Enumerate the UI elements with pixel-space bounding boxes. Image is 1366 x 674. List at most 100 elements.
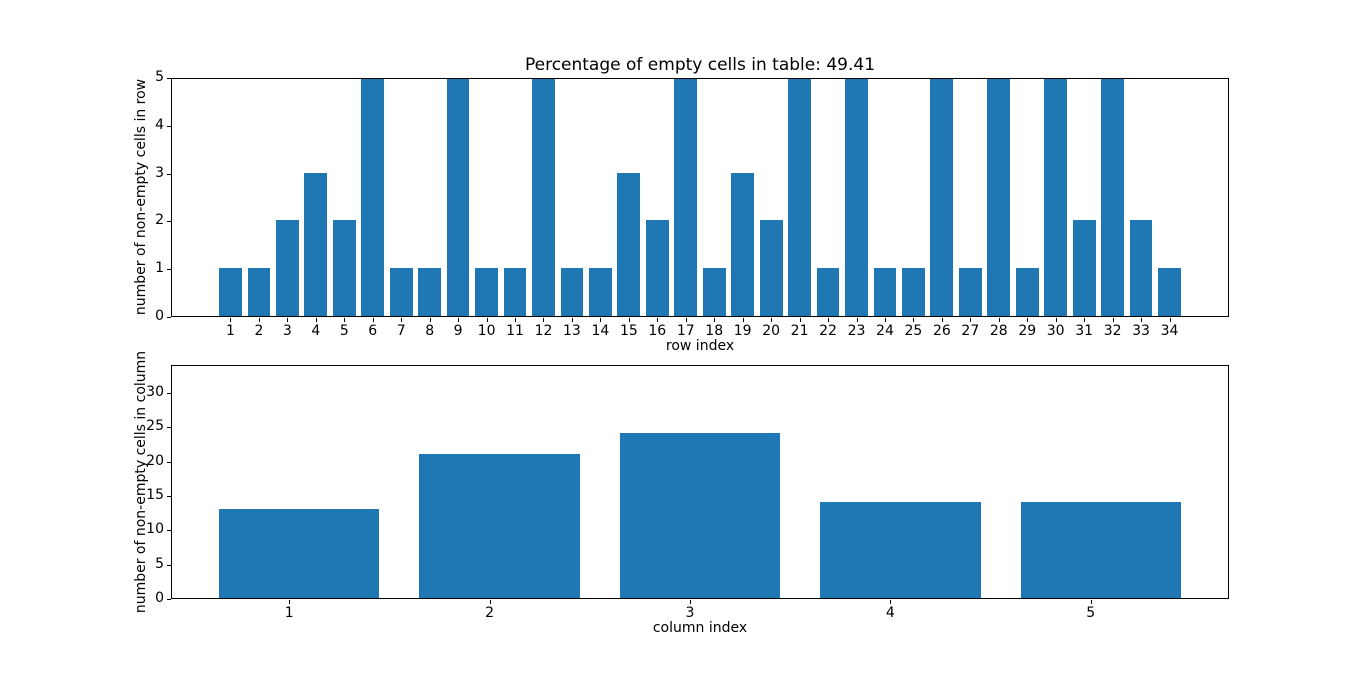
x-tick-label: 9	[453, 323, 463, 339]
x-tick-mark	[689, 600, 691, 604]
x-tick-label: 3	[282, 323, 292, 339]
x-tick-mark	[458, 318, 460, 322]
y-tick-mark	[167, 269, 171, 271]
x-tick-mark	[771, 318, 773, 322]
x-tick-mark	[1055, 318, 1057, 322]
bar	[589, 268, 612, 316]
x-tick-mark	[489, 600, 491, 604]
x-tick-label: 17	[676, 323, 695, 339]
bar	[418, 268, 442, 316]
y-tick-label: 15	[146, 487, 164, 504]
x-tick-mark	[742, 318, 744, 322]
x-tick-label: 11	[506, 323, 524, 339]
y-tick-mark	[167, 599, 171, 600]
x-tick-mark	[486, 318, 488, 322]
x-tick-mark	[515, 318, 517, 322]
bar	[731, 172, 755, 316]
x-tick-label: 32	[1103, 323, 1122, 339]
x-tick-mark	[372, 318, 374, 322]
x-tick-label: 24	[876, 323, 894, 339]
x-tick-label: 1	[226, 323, 235, 339]
bar	[389, 268, 413, 316]
x-tick-label: 4	[311, 323, 321, 339]
x-tick-label: 2	[485, 605, 495, 621]
plot-area	[171, 365, 1229, 599]
x-tick-label: 33	[1132, 323, 1150, 339]
y-tick-mark	[167, 317, 171, 318]
bar	[820, 501, 981, 598]
y-tick-mark	[167, 221, 171, 223]
x-tick-mark	[799, 318, 801, 322]
bar	[987, 79, 1011, 316]
x-tick-label: 2	[254, 323, 264, 339]
x-tick-mark	[429, 318, 431, 322]
y-tick-label: 20	[146, 452, 164, 469]
x-tick-mark	[941, 318, 943, 322]
y-tick-mark	[167, 496, 171, 498]
bar	[788, 79, 811, 316]
x-tick-mark	[1090, 600, 1092, 604]
y-tick-label: 1	[155, 260, 164, 277]
x-tick-label: 12	[534, 323, 553, 339]
x-tick-mark	[685, 318, 687, 322]
y-tick-label: 0	[155, 590, 164, 606]
bar	[446, 79, 470, 316]
y-tick-label: 10	[146, 521, 164, 538]
rows-y-axis-label: number of non-empty cells in row	[133, 78, 149, 316]
columns-x-axis-label: column index	[652, 620, 748, 636]
x-tick-label: 18	[705, 323, 724, 339]
x-tick-label: 8	[425, 323, 435, 339]
bar	[873, 268, 897, 316]
x-tick-label: 14	[591, 323, 610, 339]
x-tick-label: 22	[819, 323, 837, 339]
x-tick-mark	[401, 318, 403, 322]
y-tick-mark	[167, 461, 171, 463]
x-tick-label: 3	[685, 605, 695, 621]
x-tick-label: 10	[477, 323, 496, 339]
x-tick-label: 29	[1018, 323, 1037, 339]
x-tick-label: 19	[733, 323, 752, 339]
x-tick-label: 1	[284, 605, 294, 621]
bar	[759, 220, 783, 316]
x-tick-label: 7	[396, 323, 406, 339]
y-tick-mark	[167, 125, 171, 127]
y-tick-mark	[167, 564, 171, 566]
x-tick-mark	[1084, 318, 1086, 322]
bar	[1044, 79, 1068, 316]
bar	[816, 268, 840, 316]
y-tick-mark	[167, 78, 171, 79]
y-tick-label: 5	[155, 69, 164, 85]
x-tick-mark	[287, 318, 289, 322]
bar	[674, 79, 698, 316]
x-tick-mark	[289, 600, 291, 604]
x-tick-label: 16	[648, 323, 667, 339]
x-tick-mark	[571, 318, 573, 322]
x-tick-mark	[970, 318, 972, 322]
y-tick-label: 2	[155, 212, 164, 229]
bar	[617, 172, 641, 316]
chart-title: Percentage of empty cells in table: 49.4…	[524, 55, 876, 75]
y-tick-label: 5	[155, 555, 164, 572]
x-tick-mark	[856, 318, 858, 322]
bar	[247, 268, 271, 316]
bar	[1015, 268, 1039, 316]
x-tick-mark	[543, 318, 545, 322]
bar	[619, 433, 781, 598]
x-tick-label: 26	[932, 323, 951, 339]
x-tick-mark	[890, 600, 892, 604]
bar	[560, 268, 584, 316]
y-tick-label: 30	[146, 384, 164, 401]
bar	[276, 220, 299, 316]
y-tick-mark	[167, 393, 171, 395]
x-tick-mark	[1112, 318, 1114, 322]
bar	[475, 268, 498, 316]
bar	[902, 268, 925, 316]
x-tick-mark	[657, 318, 659, 322]
y-tick-label: 4	[155, 116, 164, 133]
x-tick-label: 20	[762, 323, 781, 339]
x-tick-label: 28	[989, 323, 1008, 339]
columns-y-axis-label: number of non-empty cells in column	[133, 350, 149, 614]
bar	[645, 220, 669, 316]
